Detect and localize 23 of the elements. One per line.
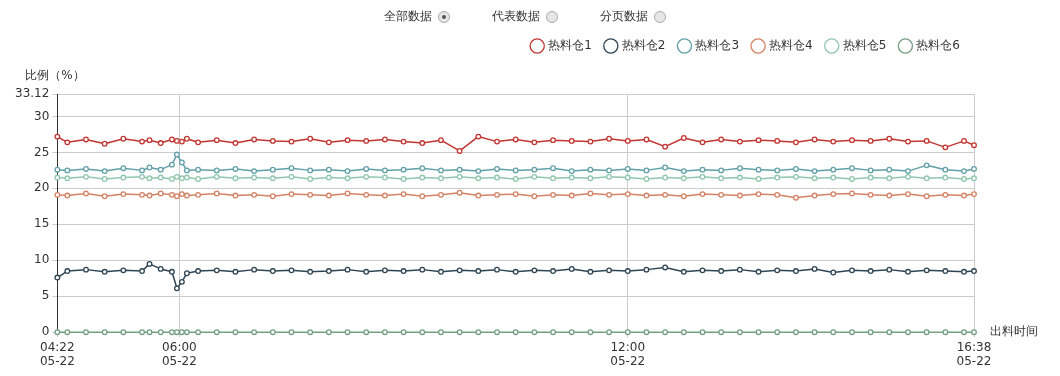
x-tick-label: 06:00 05-22 (161, 339, 197, 368)
x-tick-label: 12:00 05-22 (610, 339, 646, 368)
legend-label: 热料仓4 (769, 38, 813, 53)
y-tick-label: 20 (34, 180, 50, 195)
legend-label: 热料仓2 (621, 38, 666, 53)
x-axis-title: 出料时间 (990, 324, 1038, 339)
text: 分页数据 (600, 8, 648, 25)
y-tick-label: 15 (34, 216, 50, 231)
y-axis-title: 比例（%） (25, 68, 85, 83)
legend-label: 热料仓3 (695, 38, 740, 53)
x-tick-label: 16:38 05-22 (956, 339, 992, 368)
legend-label: 热料仓1 (548, 38, 592, 53)
legend-label: 热料仓6 (916, 38, 961, 53)
legend-label: 热料仓5 (842, 38, 887, 53)
y-tick-label: 25 (34, 144, 50, 159)
y-tick-label: 0 (41, 324, 50, 339)
text: 全部数据 (384, 8, 432, 25)
y-tick-label: 10 (34, 252, 50, 267)
x-tick-label: 04:22 05-22 (39, 339, 75, 368)
text: 代表数据 (492, 8, 540, 25)
y-tick-label: 5 (41, 288, 50, 303)
y-tick-label: 33.12 (14, 86, 50, 101)
y-tick-label: 30 (34, 108, 50, 123)
